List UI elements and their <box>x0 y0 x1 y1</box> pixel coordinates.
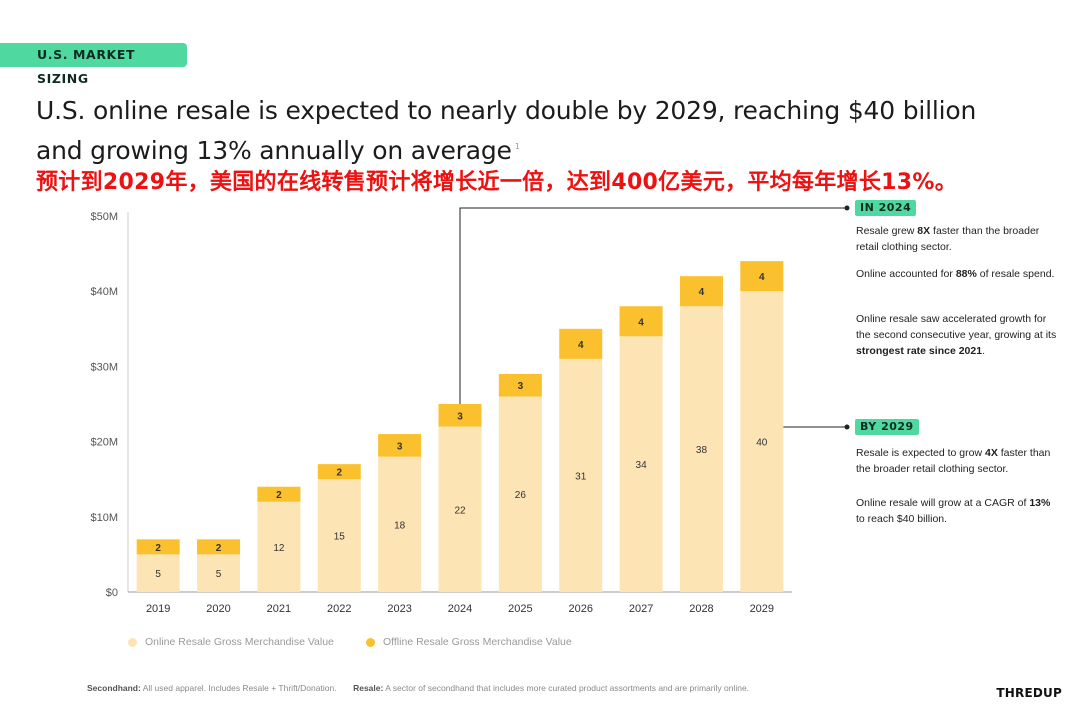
y-tick-label: $30M <box>90 361 118 373</box>
bar-online-2025 <box>498 396 542 592</box>
data-label-offline: 3 <box>397 441 403 452</box>
section-tag: U.S. MARKET SIZING <box>0 43 187 86</box>
chinese-caption: 预计到2029年，美国的在线转售预计将增长近一倍，达到400亿美元，平均每年增长… <box>36 170 958 195</box>
footer-definitions: Secondhand: All used apparel. Includes R… <box>87 683 749 693</box>
note-2029-growth: Resale is expected to grow 4X faster tha… <box>856 447 1051 475</box>
page-title: U.S. online resale is expected to nearly… <box>36 91 1026 171</box>
y-tick-label: $10M <box>90 512 118 524</box>
thredup-logo: THREDUP <box>996 686 1062 700</box>
bar-offline-2025 <box>498 373 542 397</box>
legend-online: Online Resale Gross Merchandise Value <box>128 636 334 648</box>
by-2029-badge: BY 2029 <box>855 419 919 435</box>
title-line-2-text: and growing 13% annually on average <box>36 136 512 165</box>
bar-offline-2026 <box>559 328 603 359</box>
legend-online-swatch <box>128 637 137 647</box>
data-label-online: 26 <box>515 490 527 501</box>
x-tick-label: 2025 <box>508 603 532 615</box>
legend-online-label: Online Resale Gross Merchandise Value <box>145 636 334 648</box>
x-tick-label: 2023 <box>387 603 411 615</box>
data-label-online: 40 <box>756 438 768 449</box>
data-label-online: 5 <box>216 569 222 580</box>
data-label-online: 12 <box>273 543 285 554</box>
data-label-online: 34 <box>636 460 648 471</box>
bar-offline-2022 <box>317 464 361 480</box>
x-tick-label: 2019 <box>146 603 170 615</box>
title-line-2: and growing 13% annually on average 1 <box>36 131 1026 171</box>
bar-online-2028 <box>679 306 723 592</box>
data-label-online: 31 <box>575 471 587 482</box>
note-2024-growth: Resale grew 8X faster than the broader r… <box>856 225 1040 253</box>
callout-line-2024 <box>459 207 846 404</box>
data-label-online: 18 <box>394 520 406 531</box>
bar-online-2023 <box>378 456 422 592</box>
x-tick-label: 2022 <box>327 603 351 615</box>
legend-offline-label: Offline Resale Gross Merchandise Value <box>383 636 572 648</box>
x-tick-label: 2028 <box>689 603 713 615</box>
x-tick-label: 2021 <box>267 603 291 615</box>
x-tick-label: 2029 <box>750 603 774 615</box>
data-label-offline: 2 <box>336 468 342 479</box>
legend-offline: Offline Resale Gross Merchandise Value <box>366 636 572 648</box>
bar-offline-2028 <box>679 276 723 307</box>
bar-online-2026 <box>559 358 603 592</box>
legend-offline-swatch <box>366 637 375 647</box>
data-label-offline: 3 <box>457 411 463 422</box>
bar-online-2020 <box>197 554 241 592</box>
x-tick-label: 2024 <box>448 603 472 615</box>
bar-offline-2029 <box>740 261 784 292</box>
footer-secondhand-label: Secondhand: <box>87 683 141 693</box>
y-tick-label: $0 <box>106 587 118 599</box>
y-tick-label: $40M <box>90 286 118 298</box>
bar-offline-2027 <box>619 306 663 337</box>
data-label-offline: 2 <box>276 490 282 501</box>
bar-offline-2021 <box>257 486 301 502</box>
data-label-offline: 4 <box>759 272 765 283</box>
x-tick-label: 2027 <box>629 603 653 615</box>
data-label-offline: 3 <box>518 381 524 392</box>
data-label-offline: 4 <box>578 340 584 351</box>
bar-offline-2023 <box>378 434 422 457</box>
data-label-offline: 2 <box>216 543 222 554</box>
data-label-offline: 2 <box>155 543 161 554</box>
data-label-offline: 4 <box>699 287 705 298</box>
data-label-online: 22 <box>454 505 466 516</box>
bar-online-2019 <box>136 554 180 592</box>
y-tick-label: $20M <box>90 437 118 449</box>
bar-offline-2024 <box>438 404 482 427</box>
footnote-marker: 1 <box>514 142 520 151</box>
data-label-offline: 4 <box>638 317 644 328</box>
footer-resale-label: Resale: <box>353 683 384 693</box>
bar-offline-2020 <box>197 539 241 555</box>
data-label-online: 5 <box>155 569 161 580</box>
bar-offline-2019 <box>136 539 180 555</box>
note-2024-accelerated: Online resale saw accelerated growth for… <box>856 313 1057 357</box>
title-line-1: U.S. online resale is expected to nearly… <box>36 96 977 125</box>
note-2029-cagr: Online resale will grow at a CAGR of 13%… <box>856 497 1051 525</box>
bar-online-2029 <box>740 291 784 592</box>
x-tick-label: 2026 <box>568 603 592 615</box>
callout-dot-2024 <box>844 205 850 211</box>
bar-online-2027 <box>619 336 663 592</box>
footer-secondhand-text: All used apparel. Includes Resale + Thri… <box>140 683 337 693</box>
y-tick-label: $50M <box>90 211 118 223</box>
x-tick-label: 2020 <box>206 603 230 615</box>
note-2024-online-share: Online accounted for 88% of resale spend… <box>856 268 1055 280</box>
bar-online-2022 <box>317 479 361 592</box>
in-2024-badge: IN 2024 <box>855 200 917 216</box>
bar-online-2021 <box>257 501 301 592</box>
footer-resale-text: A sector of secondhand that includes mor… <box>383 683 750 693</box>
callout-dot-2029 <box>844 424 850 430</box>
bar-online-2024 <box>438 426 482 592</box>
data-label-online: 15 <box>334 532 346 543</box>
data-label-online: 38 <box>696 445 708 456</box>
